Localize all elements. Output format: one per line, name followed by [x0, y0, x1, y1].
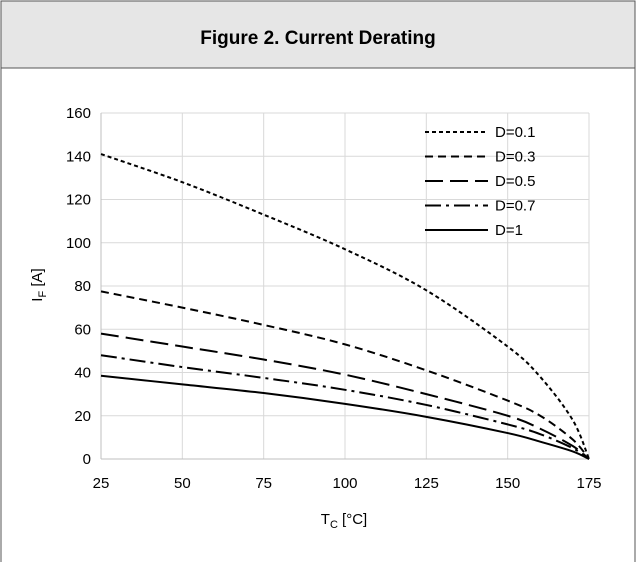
y-tick-label: 160 [66, 105, 91, 122]
series-line-3 [100, 332, 590, 460]
title-band [0, 0, 636, 69]
grid [101, 112, 590, 459]
x-axis-label: TC [°C] [321, 511, 367, 531]
y-tick-label: 40 [74, 365, 91, 382]
y-tick-label: 100 [66, 235, 91, 252]
series-line-5 [100, 374, 590, 460]
series-line-4 [100, 354, 590, 460]
axes [100, 113, 589, 460]
legend-label: D=0.1 [495, 124, 535, 141]
x-tick-labels: 25 50 75 100 125 150 175 [93, 475, 602, 492]
legend-label: D=0.5 [495, 173, 535, 190]
legend: D=0.1 D=0.3 D=0.5 D=0.7 D=1 [425, 124, 535, 239]
figure-title: Figure 2. Current Derating [200, 28, 435, 49]
x-tick-label: 175 [576, 475, 601, 492]
y-tick-label: 120 [66, 192, 91, 209]
y-tick-label: 80 [74, 278, 91, 295]
y-tick-labels: 0 20 40 60 80 100 120 140 160 [66, 105, 91, 468]
x-tick-label: 100 [332, 475, 357, 492]
y-tick-label: 0 [83, 451, 91, 468]
y-tick-label: 20 [74, 408, 91, 425]
x-tick-label: 125 [414, 475, 439, 492]
legend-label: D=0.7 [495, 198, 535, 215]
series-line-2 [100, 290, 590, 460]
legend-label: D=0.3 [495, 149, 535, 166]
series-lines [100, 153, 590, 460]
x-tick-label: 75 [255, 475, 272, 492]
legend-label: D=1 [495, 222, 523, 239]
y-tick-label: 60 [74, 321, 91, 338]
x-tick-label: 25 [93, 475, 110, 492]
x-tick-label: 50 [174, 475, 191, 492]
y-tick-label: 140 [66, 148, 91, 165]
y-axis-label: IF [A] [29, 268, 49, 301]
x-tick-label: 150 [495, 475, 520, 492]
